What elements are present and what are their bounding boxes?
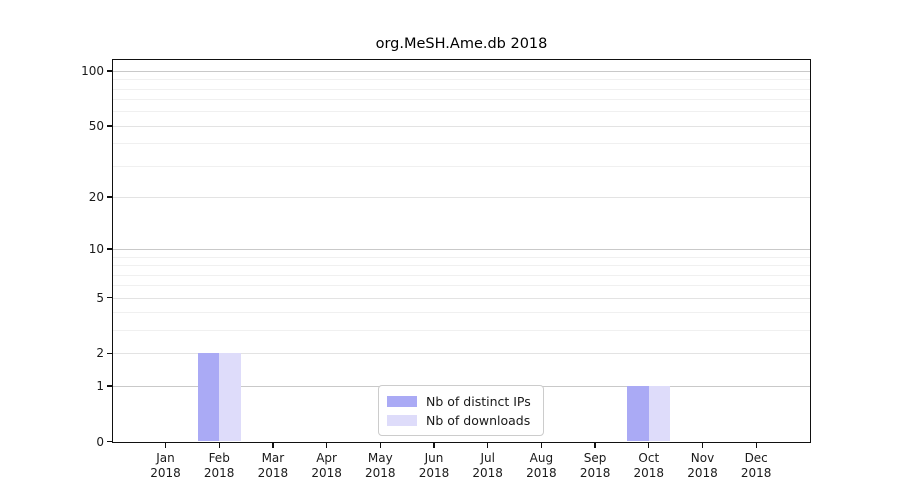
x-tick-month: Mar [261, 450, 285, 465]
x-tick-label: Sep 2018 [565, 451, 625, 482]
legend-item-downloads: Nb of downloads [387, 413, 535, 428]
y-tick-mark [107, 296, 113, 299]
x-tick-label: Apr 2018 [297, 451, 357, 482]
x-tick-year: 2018 [687, 466, 718, 480]
x-tick-month: Jun [424, 450, 444, 465]
gridline-minor [113, 274, 810, 276]
legend-swatch-downloads [387, 414, 417, 426]
y-tick-mark [107, 70, 113, 72]
y-tick-mark [107, 248, 113, 250]
y-tick-mark [107, 125, 113, 127]
gridline-major [113, 125, 810, 127]
legend-swatch-distinct-ips [387, 395, 417, 407]
x-tick-mark [218, 442, 220, 448]
x-tick-year: 2018 [365, 466, 396, 480]
x-tick-label: Jan 2018 [136, 451, 196, 482]
gridline-major [113, 353, 810, 355]
x-tick-mark [648, 442, 650, 448]
x-tick-month: Oct [638, 450, 660, 465]
gridline-minor [113, 256, 810, 258]
x-tick-month: Jul [480, 450, 495, 465]
gridline-minor [113, 143, 810, 145]
gridline-major [113, 297, 810, 299]
x-tick-label: Oct 2018 [619, 451, 679, 482]
x-tick-mark [325, 442, 328, 448]
gridline-major [113, 197, 810, 199]
x-tick-year: 2018 [418, 466, 450, 480]
y-tick-label: 5 [96, 290, 104, 305]
y-tick-label: 50 [88, 118, 104, 133]
x-tick-month: Dec [744, 450, 768, 465]
x-tick-label: Feb 2018 [189, 451, 249, 482]
plot-area [112, 59, 811, 443]
gridline-minor [113, 265, 810, 267]
gridline-major [113, 248, 810, 250]
x-tick-mark [487, 442, 489, 448]
gridline-minor [113, 165, 810, 167]
x-tick-month: Apr [316, 450, 337, 465]
gridline-minor [113, 99, 810, 101]
bar-downloads [219, 353, 241, 442]
x-tick-mark [540, 442, 543, 448]
x-tick-month: Sep [583, 450, 607, 465]
x-tick-year: 2018 [203, 466, 235, 480]
x-tick-mark [272, 442, 274, 448]
bar-downloads [648, 385, 671, 442]
x-tick-mark [433, 442, 435, 448]
y-tick-label: 100 [81, 63, 104, 78]
x-tick-year: 2018 [579, 466, 611, 480]
y-tick-label: 20 [88, 190, 104, 205]
x-tick-mark [594, 442, 596, 448]
y-tick-mark [107, 196, 113, 198]
gridline-minor [113, 285, 810, 287]
y-tick-mark [107, 440, 113, 443]
x-tick-label: Jul 2018 [458, 451, 518, 482]
gridline-minor [113, 88, 810, 90]
x-tick-year: 2018 [740, 466, 772, 480]
x-tick-label: Dec 2018 [726, 451, 786, 482]
y-tick-label: 0 [96, 434, 104, 449]
bar-distinct-ips [627, 385, 649, 442]
x-tick-month: Feb [208, 450, 230, 465]
x-tick-month: Jan [156, 450, 175, 465]
x-tick-label: Jun 2018 [404, 451, 464, 482]
chart-title: org.MeSH.Ame.db 2018 [375, 36, 548, 52]
x-tick-label: Mar 2018 [243, 451, 303, 482]
x-tick-mark [755, 442, 757, 448]
x-tick-year: 2018 [633, 466, 665, 480]
x-tick-year: 2018 [150, 466, 181, 480]
legend-label-distinct-ips: Nb of distinct IPs [426, 393, 531, 409]
x-tick-year: 2018 [311, 466, 342, 480]
y-tick-label: 2 [96, 346, 104, 361]
y-tick-label: 10 [88, 241, 104, 256]
bar-distinct-ips [197, 353, 220, 442]
x-tick-year: 2018 [472, 466, 503, 480]
x-tick-mark [701, 442, 704, 448]
x-tick-label: Nov 2018 [673, 451, 733, 482]
legend: Nb of distinct IPs Nb of downloads [378, 385, 544, 436]
y-tick-mark [107, 352, 113, 354]
gridline-major [113, 70, 810, 72]
x-tick-month: Nov [690, 450, 715, 465]
gridline-minor [113, 330, 810, 332]
y-tick-label: 1 [96, 378, 104, 393]
x-tick-label: Aug 2018 [511, 451, 571, 482]
legend-label-downloads: Nb of downloads [426, 412, 531, 428]
x-tick-label: May 2018 [350, 451, 410, 482]
gridline-minor [113, 111, 810, 113]
x-tick-mark [379, 442, 381, 448]
x-tick-month: Aug [529, 450, 554, 465]
x-tick-year: 2018 [257, 466, 289, 480]
y-tick-mark [107, 385, 113, 387]
x-tick-mark [164, 442, 167, 448]
x-tick-month: May [367, 450, 393, 465]
gridline-minor [113, 79, 810, 81]
gridline-minor [113, 312, 810, 314]
x-tick-year: 2018 [526, 466, 557, 480]
legend-item-distinct-ips: Nb of distinct IPs [387, 394, 535, 409]
